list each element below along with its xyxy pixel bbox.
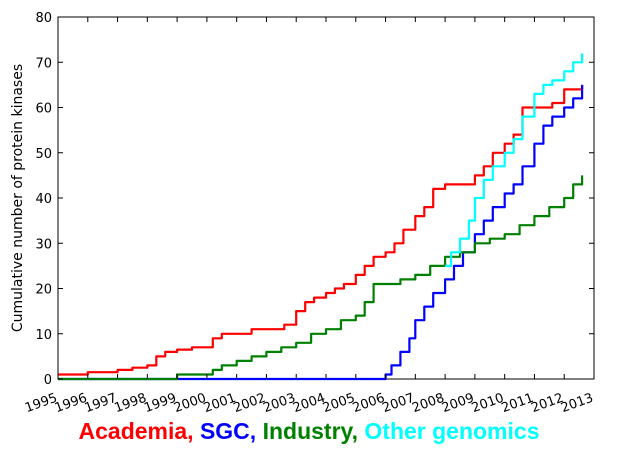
legend-entry-academia: Academia,: [78, 418, 194, 444]
x-tick-label: 2013: [559, 391, 595, 416]
y-tick-label: 0: [44, 373, 52, 388]
legend-entry-other-genomics: Other genomics: [364, 418, 540, 444]
y-tick-label: 20: [35, 283, 52, 298]
series-academia: [58, 84, 584, 376]
y-tick-label: 10: [35, 328, 52, 343]
series-industry: [58, 175, 584, 381]
y-tick-label: 60: [35, 102, 52, 117]
legend: Academia, SGC, Industry, Other genomics: [0, 418, 618, 445]
y-tick-label: 50: [35, 147, 52, 162]
y-tick-label: 70: [35, 56, 52, 71]
series-other-genomics: [445, 53, 584, 267]
series-layer: [58, 53, 584, 381]
y-tick-label: 30: [35, 237, 52, 252]
y-axis-label: Cumulative number of protein kinases: [10, 64, 26, 332]
legend-entry-sgc: SGC,: [199, 418, 257, 444]
y-tick-label: 80: [35, 11, 52, 26]
ticks: 0102030405060708019951996199719981999200…: [23, 11, 595, 416]
y-tick-label: 40: [35, 192, 52, 207]
plot-area: [57, 16, 595, 380]
legend-entry-industry: Industry,: [262, 418, 358, 444]
